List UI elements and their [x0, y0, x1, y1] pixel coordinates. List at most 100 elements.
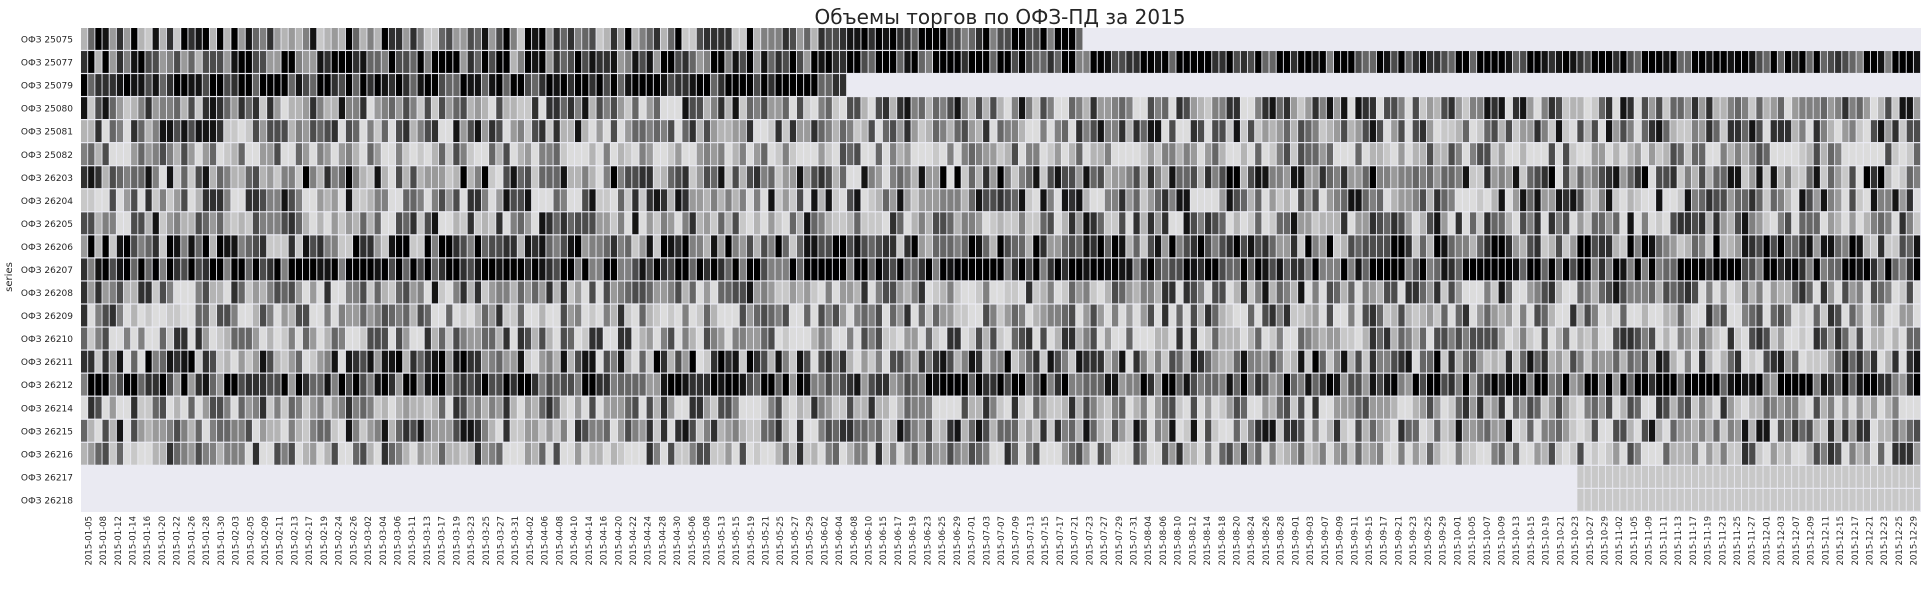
- heatmap-cell: [696, 143, 703, 166]
- heatmap-cell: [238, 304, 245, 327]
- heatmap-cell: [1212, 350, 1219, 373]
- heatmap-cell: [711, 74, 718, 96]
- heatmap-cell: [431, 143, 439, 166]
- heatmap-cell: [360, 97, 367, 119]
- heatmap-cell: [295, 189, 303, 212]
- heatmap-cell: [281, 442, 288, 465]
- heatmap-cell: [1849, 442, 1856, 465]
- heatmap-cell: [1355, 419, 1362, 442]
- heatmap-cell: [295, 143, 303, 166]
- heatmap-cell: [1004, 235, 1011, 258]
- heatmap-cell: [1477, 189, 1484, 212]
- heatmap-cell: [718, 166, 725, 189]
- heatmap-cell: [1190, 373, 1197, 396]
- heatmap-cell: [123, 212, 131, 235]
- heatmap-cell: [1591, 350, 1598, 373]
- heatmap-cell: [410, 235, 417, 258]
- heatmap-cell: [775, 51, 782, 73]
- heatmap-cell: [847, 143, 854, 166]
- heatmap-cell: [1341, 235, 1348, 258]
- heatmap-cell: [1484, 235, 1491, 258]
- heatmap-cell: [496, 304, 503, 327]
- heatmap-cell: [174, 97, 181, 119]
- heatmap-cell: [732, 51, 739, 73]
- heatmap-cell: [1727, 189, 1734, 212]
- heatmap-cell: [1613, 258, 1620, 281]
- heatmap-cell: [732, 396, 739, 419]
- heatmap-cell: [403, 396, 410, 419]
- heatmap-cell: [166, 442, 174, 465]
- column-tick-label: 2015-05-29: [806, 516, 816, 565]
- heatmap-cell: [1627, 419, 1634, 442]
- heatmap-cell: [1634, 350, 1641, 373]
- heatmap-cell: [1913, 212, 1921, 235]
- heatmap-cell: [231, 258, 238, 281]
- heatmap-cell: [460, 258, 467, 281]
- heatmap-cell: [1484, 212, 1491, 235]
- heatmap-cell: [947, 235, 954, 258]
- heatmap-cell: [431, 74, 439, 96]
- heatmap-cell: [288, 373, 295, 396]
- heatmap-cell: [1742, 189, 1749, 212]
- heatmap-cell: [1434, 396, 1441, 419]
- heatmap-cell: [166, 235, 174, 258]
- heatmap-cell: [453, 373, 460, 396]
- heatmap-cell: [1906, 143, 1913, 166]
- row-label: ОФЗ 26215: [21, 427, 73, 437]
- heatmap-cell: [188, 120, 195, 143]
- heatmap-cell: [775, 97, 782, 119]
- heatmap-cell: [804, 166, 811, 189]
- heatmap-cell: [811, 97, 818, 119]
- column-tick-label: 2015-07-13: [1026, 516, 1036, 565]
- heatmap-cell: [396, 304, 403, 327]
- heatmap-cell: [1756, 281, 1763, 304]
- heatmap-cell: [1305, 212, 1312, 235]
- heatmap-cell: [1154, 235, 1162, 258]
- heatmap-cell: [839, 97, 847, 119]
- heatmap-cell: [1627, 350, 1634, 373]
- heatmap-cell: [1584, 258, 1591, 281]
- heatmap-cell: [589, 442, 596, 465]
- heatmap-cell: [1226, 304, 1233, 327]
- heatmap-cell: [446, 189, 453, 212]
- heatmap-cell: [1656, 465, 1663, 488]
- heatmap-cell: [904, 396, 911, 419]
- heatmap-cell: [1269, 258, 1276, 281]
- heatmap-cell: [890, 419, 897, 442]
- heatmap-cell: [360, 373, 367, 396]
- heatmap-cell: [1742, 419, 1749, 442]
- heatmap-cell: [1290, 120, 1298, 143]
- heatmap-cell: [639, 419, 646, 442]
- heatmap-cell: [1892, 465, 1899, 488]
- heatmap-cell: [295, 350, 303, 373]
- heatmap-cell: [102, 442, 109, 465]
- heatmap-cell: [1341, 373, 1348, 396]
- heatmap-cell: [1863, 189, 1870, 212]
- heatmap-cell: [1398, 212, 1405, 235]
- heatmap-cell: [539, 74, 546, 96]
- heatmap-cell: [1906, 442, 1913, 465]
- column-tick-label: 2015-06-19: [909, 516, 919, 565]
- heatmap-cell: [711, 327, 718, 350]
- heatmap-cell: [861, 373, 868, 396]
- heatmap-cell: [1090, 350, 1097, 373]
- heatmap-cell: [725, 419, 732, 442]
- heatmap-cell: [181, 51, 188, 73]
- heatmap-cell: [617, 189, 625, 212]
- heatmap-cell: [1477, 442, 1484, 465]
- heatmap-cell: [804, 442, 811, 465]
- heatmap-cell: [224, 304, 231, 327]
- heatmap-cell: [983, 166, 990, 189]
- heatmap-cell: [1577, 97, 1584, 119]
- heatmap-cell: [1870, 212, 1878, 235]
- heatmap-cell: [1069, 442, 1076, 465]
- heatmap-cell: [510, 74, 517, 96]
- heatmap-cell: [102, 143, 109, 166]
- heatmap-cell: [95, 143, 102, 166]
- heatmap-cell: [975, 327, 983, 350]
- heatmap-cell: [1555, 235, 1563, 258]
- heatmap-cell: [1283, 396, 1291, 419]
- heatmap-cell: [1498, 281, 1505, 304]
- heatmap-cell: [381, 396, 388, 419]
- row-label: ОФЗ 26218: [21, 496, 73, 506]
